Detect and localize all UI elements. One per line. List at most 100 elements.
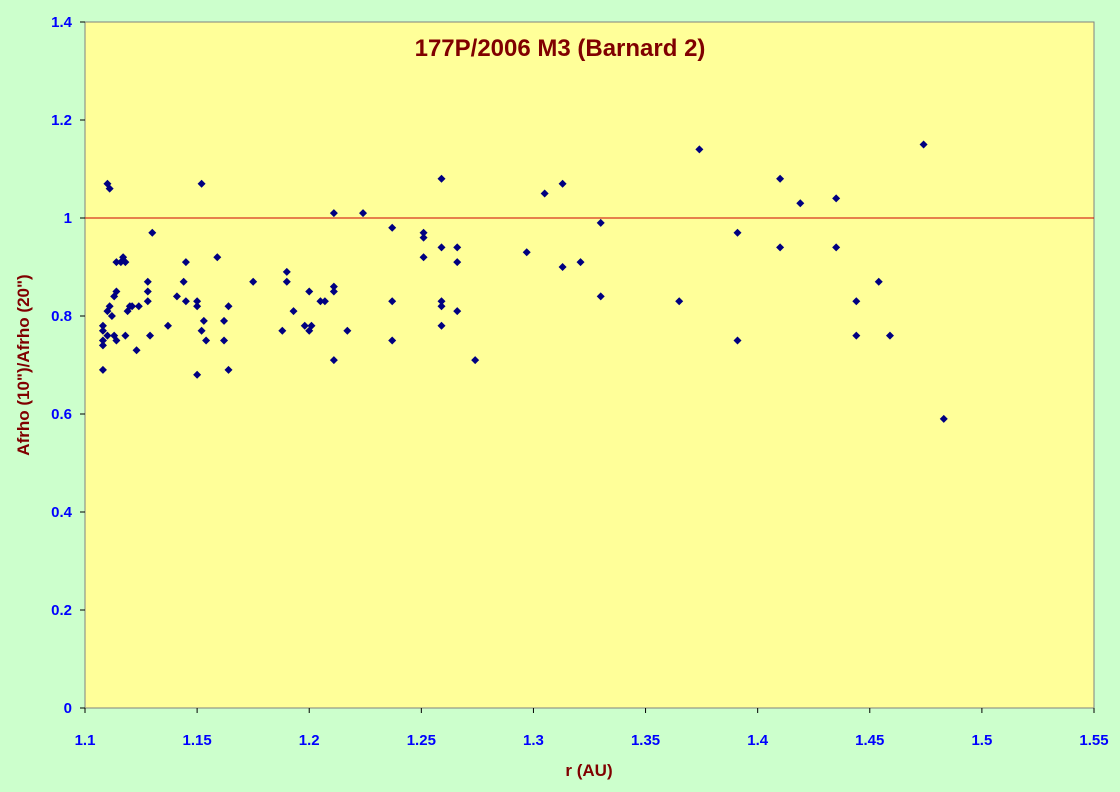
data-point xyxy=(874,277,883,286)
data-point xyxy=(98,341,107,350)
data-point xyxy=(112,336,121,345)
data-point xyxy=(98,321,107,330)
data-point xyxy=(437,302,446,311)
data-point xyxy=(103,331,112,340)
data-point xyxy=(852,331,861,340)
data-point xyxy=(143,287,152,296)
data-point xyxy=(179,277,188,286)
x-tick-label: 1.3 xyxy=(523,732,544,749)
data-point xyxy=(107,312,116,320)
data-point xyxy=(733,336,742,345)
data-point xyxy=(121,331,130,340)
data-point xyxy=(213,253,222,262)
data-point xyxy=(329,287,338,296)
data-point xyxy=(419,233,428,242)
data-point xyxy=(193,302,202,311)
data-point xyxy=(359,209,368,218)
data-point xyxy=(282,277,291,286)
data-points xyxy=(98,140,948,423)
data-point xyxy=(437,297,446,306)
data-point xyxy=(220,316,229,325)
data-point xyxy=(832,243,841,252)
data-point xyxy=(675,297,684,306)
data-point xyxy=(121,258,130,267)
data-point xyxy=(148,228,157,237)
data-point xyxy=(453,243,462,252)
data-point xyxy=(305,287,314,296)
data-point xyxy=(202,336,211,345)
x-tick-label: 1.35 xyxy=(631,732,660,749)
data-point xyxy=(733,228,742,237)
data-point xyxy=(105,184,114,193)
y-tick-label: 0.6 xyxy=(51,406,72,423)
data-point xyxy=(437,174,446,183)
x-tick-label: 1.55 xyxy=(1079,732,1108,749)
data-point xyxy=(329,356,338,365)
data-point xyxy=(471,356,480,365)
data-point xyxy=(289,307,298,316)
data-point xyxy=(132,346,141,355)
data-point xyxy=(143,277,152,286)
data-point xyxy=(576,258,585,267)
data-point xyxy=(220,336,229,345)
data-point xyxy=(453,258,462,267)
data-point xyxy=(105,302,114,311)
data-point xyxy=(540,189,549,198)
data-point xyxy=(134,302,143,311)
x-tick-label: 1.5 xyxy=(971,732,992,749)
data-point xyxy=(343,326,352,335)
data-point xyxy=(197,179,206,188)
data-point xyxy=(181,258,190,267)
data-point xyxy=(193,370,202,379)
data-point xyxy=(163,321,172,330)
data-point xyxy=(329,209,338,218)
data-point xyxy=(522,248,531,257)
data-point xyxy=(307,321,316,330)
data-point xyxy=(939,414,948,423)
data-point xyxy=(832,194,841,203)
data-point xyxy=(558,263,567,271)
data-point xyxy=(282,267,291,276)
data-point xyxy=(919,140,928,149)
data-point xyxy=(558,179,567,188)
data-point xyxy=(695,145,704,154)
x-axis-ticks: 1.1 1.15 1.2 1.25 1.3 1.35 1.4 1.45 1.5 1.55 xyxy=(75,708,1109,749)
x-tick-label: 1.15 xyxy=(183,732,212,749)
data-point xyxy=(596,218,605,227)
data-point xyxy=(112,287,121,296)
data-point xyxy=(128,302,137,311)
data-point xyxy=(278,326,287,335)
data-point xyxy=(885,331,894,340)
data-point xyxy=(329,282,338,291)
data-point xyxy=(300,321,309,330)
y-tick-label: 1.2 xyxy=(51,112,72,129)
data-point xyxy=(388,223,397,232)
x-tick-label: 1.4 xyxy=(747,732,769,749)
y-tick-label: 1.4 xyxy=(51,14,73,31)
data-point xyxy=(172,292,181,301)
data-point xyxy=(776,174,785,183)
data-point xyxy=(181,297,190,306)
data-point xyxy=(596,292,605,301)
x-axis-title: r (AU) xyxy=(565,761,612,780)
data-point xyxy=(224,365,233,374)
data-point xyxy=(199,316,208,325)
y-tick-label: 0.4 xyxy=(51,504,73,521)
data-point xyxy=(388,297,397,306)
x-tick-label: 1.2 xyxy=(299,732,320,749)
data-point xyxy=(224,302,233,311)
data-point xyxy=(852,297,861,306)
data-point xyxy=(419,228,428,237)
data-point xyxy=(388,336,397,345)
y-tick-label: 1 xyxy=(64,210,72,227)
data-point xyxy=(98,365,107,374)
data-point xyxy=(776,243,785,252)
data-point xyxy=(437,321,446,330)
data-point xyxy=(249,277,258,286)
chart-title: 177P/2006 M3 (Barnard 2) xyxy=(415,35,706,62)
y-tick-label: 0 xyxy=(64,700,72,717)
data-point xyxy=(419,253,428,262)
data-point xyxy=(98,336,107,345)
data-point xyxy=(437,243,446,252)
